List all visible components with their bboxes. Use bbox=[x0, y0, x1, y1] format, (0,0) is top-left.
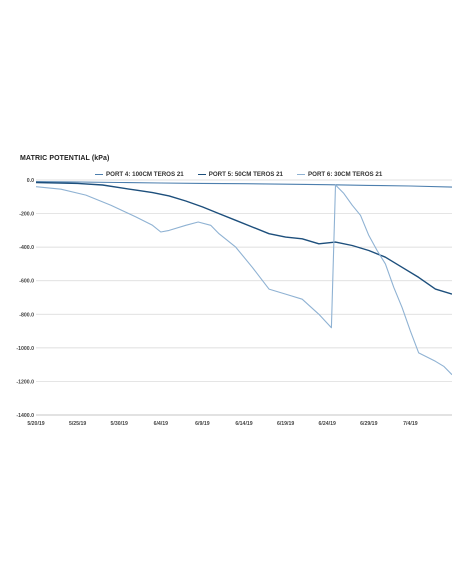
x-tick-label: 7/4/19 bbox=[403, 421, 418, 427]
y-tick-label: -200.0 bbox=[19, 212, 34, 218]
y-tick-label: -1000.0 bbox=[16, 346, 34, 352]
x-axis-ticks: 5/20/19 5/25/19 5/30/19 6/4/19 6/9/19 6/14/19… bbox=[27, 421, 417, 427]
legend-item-port6: PORT 6: 30CM TEROS 21 bbox=[297, 171, 382, 178]
y-tick-label: -1200.0 bbox=[16, 379, 34, 385]
legend-item-port4: PORT 4: 100CM TEROS 21 bbox=[95, 171, 184, 178]
x-tick-label: 6/29/19 bbox=[360, 421, 377, 427]
y-tick-label: -600.0 bbox=[19, 279, 34, 285]
x-tick-label: 5/30/19 bbox=[111, 421, 128, 427]
x-tick-label: 6/14/19 bbox=[235, 421, 252, 427]
x-tick-label: 6/19/19 bbox=[277, 421, 294, 427]
grid-lines bbox=[36, 179, 452, 416]
y-tick-label: 0.0 bbox=[27, 178, 34, 184]
legend-label-port4: PORT 4: 100CM TEROS 21 bbox=[106, 171, 184, 178]
y-tick-label: -400.0 bbox=[19, 245, 34, 251]
y-axis-ticks: 0.0 -200.0 -400.0 -600.0 -800.0 -1000.0 -1200.… bbox=[16, 178, 34, 419]
legend-swatch-port6 bbox=[297, 173, 305, 176]
series-lines bbox=[35, 181, 452, 376]
x-tick-label: 5/20/19 bbox=[27, 421, 44, 427]
x-tick-label: 6/4/19 bbox=[154, 421, 169, 427]
chart-title: MATRIC POTENTIAL (kPa) bbox=[20, 155, 110, 162]
y-tick-label: -1400.0 bbox=[16, 413, 34, 419]
series-line-port4 bbox=[35, 181, 452, 188]
legend-swatch-port5 bbox=[197, 173, 206, 176]
x-tick-label: 6/24/19 bbox=[319, 421, 336, 427]
series-line-port6 bbox=[35, 184, 452, 376]
series-line-port5 bbox=[35, 181, 452, 295]
legend-label-port5: PORT 5: 50CM TEROS 21 bbox=[208, 171, 283, 178]
x-tick-label: 5/25/19 bbox=[69, 421, 86, 427]
legend-item-port5: PORT 5: 50CM TEROS 21 bbox=[197, 171, 283, 178]
legend-swatch-port4 bbox=[95, 173, 103, 176]
x-tick-label: 6/9/19 bbox=[195, 421, 210, 427]
legend: PORT 4: 100CM TEROS 21 PORT 5: 50CM TERO… bbox=[95, 171, 382, 178]
legend-label-port6: PORT 6: 30CM TEROS 21 bbox=[308, 171, 383, 178]
y-tick-label: -800.0 bbox=[19, 312, 34, 318]
